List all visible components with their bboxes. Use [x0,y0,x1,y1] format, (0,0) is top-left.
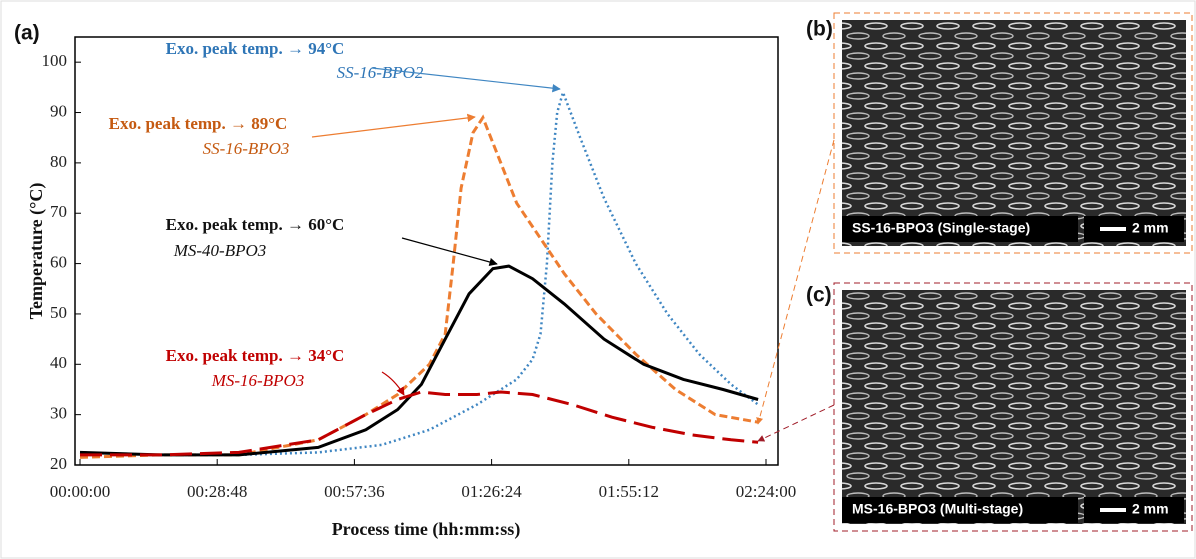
connector [756,139,835,425]
caption: SS-16-BPO3 (Single-stage) [852,220,1030,236]
scale-label: 2 mm [1132,220,1169,236]
panel-frame [833,282,1193,532]
y-tick-label: 40 [50,353,67,372]
series-name: MS-40-BPO3 [173,241,267,260]
connector [757,404,835,442]
micrograph [842,290,1186,524]
caption: MS-16-BPO3 (Multi-stage) [852,501,1023,517]
series-name: SS-16-BPO2 [337,63,424,82]
plot-frame [74,36,779,466]
scale-bar [1100,227,1126,231]
scale-label: 2 mm [1132,501,1169,517]
caption-box [842,497,1078,523]
panel-frame [833,12,1193,254]
arrow [401,237,498,267]
y-tick-label: 60 [50,252,67,271]
x-tick-label: 00:57:36 [324,482,384,501]
x-tick-label: 01:55:12 [599,482,659,501]
y-tick-label: 30 [50,404,67,423]
y-axis-label: Temperature (°C) [26,183,47,320]
plot: 20 30 40 50 60 70 80 90 100 00:00:00 00:28:48 00:57… [42,39,797,501]
y-tick-label: 90 [50,101,67,120]
x-tick-label: 00:00:00 [50,482,110,501]
x-tick-label: 01:26:24 [461,482,522,501]
panel-label: (c) [806,284,832,307]
caption-box [842,216,1078,242]
scale-bar [1100,508,1126,512]
series-line [79,88,759,457]
series-line [79,114,759,459]
annotation: Exo. peak temp. → 89°C [109,114,288,133]
annotation: Exo. peak temp. → 94°C [166,39,345,58]
arrow [311,113,476,138]
annotation: Exo. peak temp. → 34°C [166,346,345,365]
y-tick-label: 100 [42,51,68,70]
x-axis-label: Process time (hh:mm:ss) [332,519,521,540]
series-line [80,390,759,457]
arrow [381,371,405,396]
panel-label: (a) [14,22,40,45]
arrow [371,67,561,93]
y-tick-label: 50 [50,303,67,322]
series-name: SS-16-BPO3 [203,139,290,158]
y-tick-label: 20 [50,454,67,473]
series-name: MS-16-BPO3 [211,371,305,390]
annotation: Exo. peak temp. → 60°C [166,215,345,234]
panel-label: (b) [806,18,833,41]
series-line [79,264,759,457]
micrograph [842,20,1186,246]
x-tick-label: 02:24:00 [736,482,796,501]
x-tick-label: 00:28:48 [187,482,247,501]
y-tick-label: 80 [50,152,67,171]
y-tick-label: 70 [50,202,67,221]
